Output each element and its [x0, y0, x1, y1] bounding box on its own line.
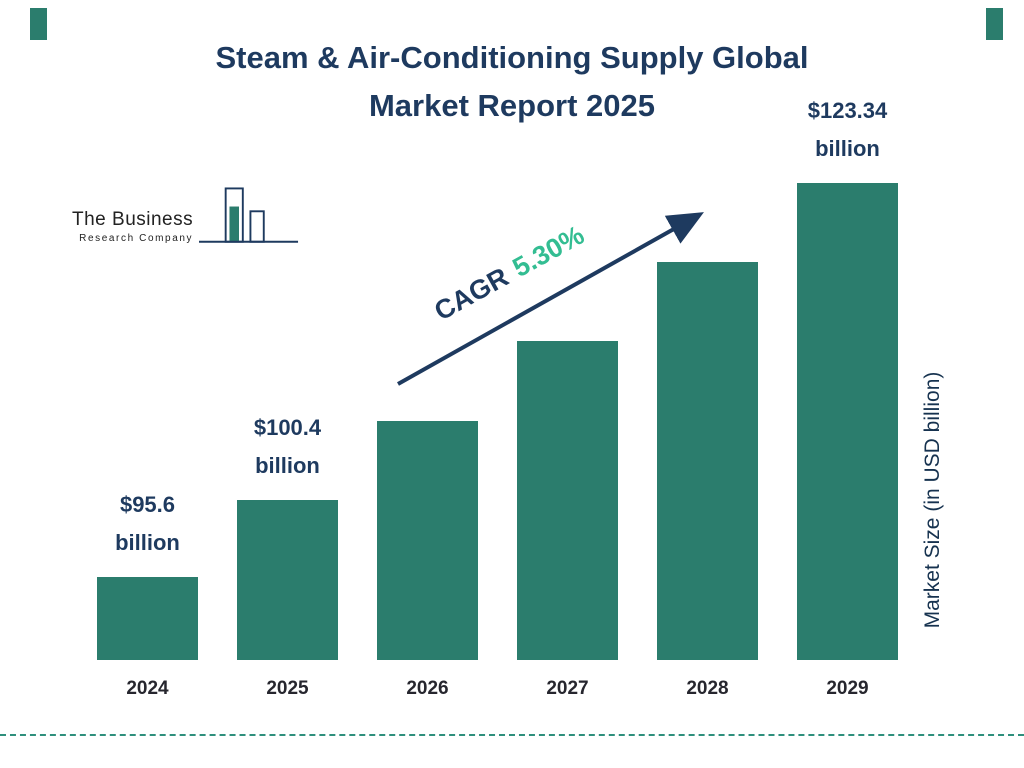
- bar-2026: [377, 421, 478, 660]
- corner-accent-top-left: [30, 8, 47, 40]
- bar-group-2027: 2027: [517, 341, 618, 699]
- bar-value-label-2024: $95.6 billion: [115, 492, 180, 555]
- y-axis-title: Market Size (in USD billion): [921, 371, 944, 629]
- x-axis-label-2028: 2028: [686, 678, 729, 699]
- bar-2028: [657, 262, 758, 660]
- bar-chart-logo-icon: [199, 187, 299, 243]
- bar-group-2029: $123.34 billion 2029: [797, 92, 898, 699]
- cagr-annotation: CAGR5.30%: [408, 208, 611, 339]
- page-title: Steam & Air-Conditioning Supply Global M…: [0, 34, 1024, 130]
- bar-value-label-2025: $100.4 billion: [253, 415, 322, 478]
- bar-2027: [517, 341, 618, 660]
- corner-accent-top-right: [986, 8, 1003, 40]
- company-subname: Research Company: [79, 233, 194, 244]
- company-logo: The Business Research Company: [72, 184, 299, 250]
- page-title-line1: Steam & Air-Conditioning Supply Global: [215, 40, 809, 75]
- x-axis-label-2029: 2029: [826, 678, 869, 699]
- x-axis-label-2024: 2024: [126, 678, 169, 699]
- bar-group-2028: 2028: [657, 262, 758, 699]
- bottom-divider: [0, 734, 1024, 736]
- bar-group-2026: 2026: [377, 421, 478, 699]
- x-axis-label-2025: 2025: [266, 678, 309, 699]
- x-axis-label-2026: 2026: [406, 678, 449, 699]
- bar-group-2025: $100.4 billion 2025: [237, 409, 338, 699]
- company-name: The Business: [72, 209, 194, 230]
- company-logo-text: The Business Research Company: [72, 209, 193, 250]
- bar-2025: [237, 500, 338, 660]
- bar-2029: [797, 183, 898, 660]
- bar-2024: [97, 577, 198, 660]
- page-title-line2: Market Report 2025: [368, 88, 655, 123]
- cagr-value: 5.30%: [507, 219, 590, 284]
- bar-value-label-2029: $123.34 billion: [807, 98, 888, 161]
- bar-group-2024: $95.6 billion 2024: [97, 486, 198, 699]
- x-axis-label-2027: 2027: [546, 678, 589, 699]
- cagr-label: CAGR: [429, 261, 514, 327]
